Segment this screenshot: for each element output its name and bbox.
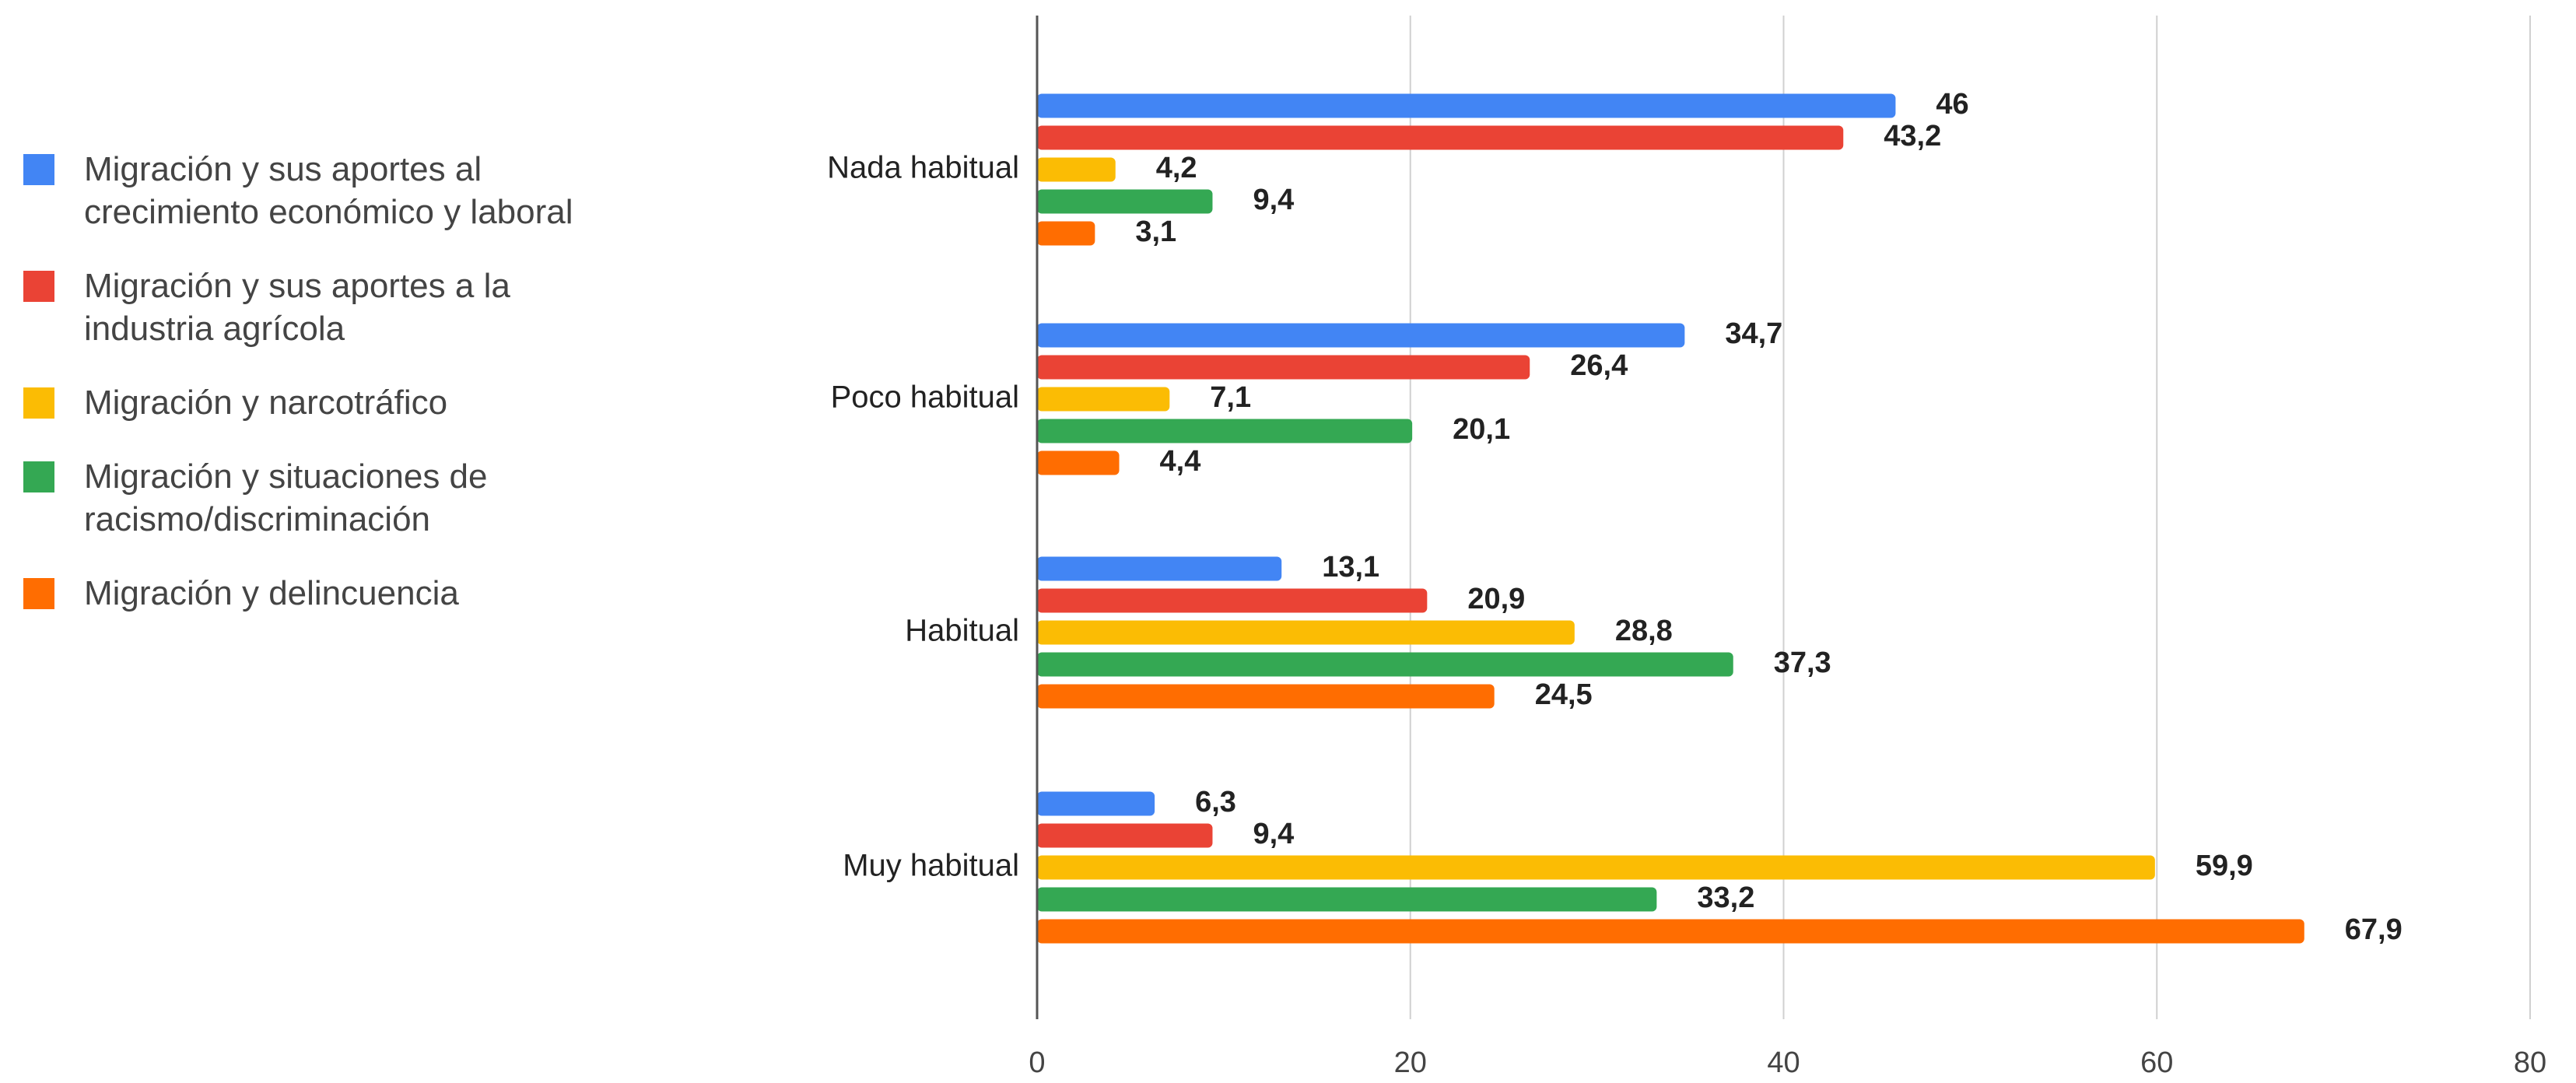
bar — [1037, 323, 1685, 348]
legend-item: Migración y delincuencia — [23, 572, 646, 615]
legend-item: Migración y sus aportes al crecimiento e… — [23, 148, 646, 233]
bar — [1037, 355, 1530, 380]
legend-label: Migración y narcotráfico — [84, 384, 448, 422]
legend-swatch — [23, 387, 54, 419]
legend-label: Migración y sus aportes al crecimiento e… — [84, 150, 573, 231]
bar — [1037, 652, 1733, 677]
bar — [1037, 221, 1095, 246]
bar — [1037, 919, 2304, 944]
bar — [1037, 556, 1282, 581]
bar — [1037, 823, 1213, 848]
data-label: 20,1 — [1453, 413, 1510, 446]
y-tick-label: Habitual — [905, 614, 1019, 648]
bar — [1037, 125, 1844, 150]
data-label: 13,1 — [1322, 551, 1379, 584]
data-label: 33,2 — [1697, 881, 1754, 914]
legend-item: Migración y narcotráfico — [23, 381, 646, 424]
bar — [1037, 588, 1428, 613]
bar — [1037, 791, 1155, 816]
legend-label: Migración y delincuencia — [84, 574, 459, 612]
legend-item: Migración y situaciones de racismo/discr… — [23, 455, 646, 541]
x-tick-label: 40 — [1767, 1046, 1800, 1079]
y-tick-label: Poco habitual — [831, 380, 1019, 415]
data-label: 28,8 — [1615, 615, 1673, 647]
bar — [1037, 419, 1413, 443]
legend-swatch — [23, 271, 54, 302]
data-label: 26,4 — [1570, 349, 1628, 382]
data-label: 7,1 — [1210, 381, 1251, 414]
legend: Migración y sus aportes al crecimiento e… — [23, 148, 646, 615]
data-label: 9,4 — [1253, 184, 1294, 216]
bar — [1037, 620, 1575, 645]
data-label: 43,2 — [1884, 120, 1941, 152]
legend-label: Migración y sus aportes a la industria a… — [84, 267, 510, 348]
data-label: 3,1 — [1135, 216, 1176, 248]
y-tick-label: Nada habitual — [827, 151, 1019, 185]
data-label: 9,4 — [1253, 818, 1294, 850]
data-label: 20,9 — [1467, 583, 1525, 615]
data-label: 4,4 — [1160, 445, 1201, 478]
data-label: 67,9 — [2345, 913, 2403, 946]
bar — [1037, 157, 1116, 182]
data-label: 59,9 — [2196, 850, 2253, 882]
bar — [1037, 189, 1213, 214]
bar — [1037, 387, 1170, 412]
data-label: 4,2 — [1156, 152, 1197, 184]
x-tick-label: 0 — [1029, 1046, 1045, 1079]
data-label: 34,7 — [1725, 317, 1782, 350]
legend-item: Migración y sus aportes a la industria a… — [23, 265, 646, 350]
legend-swatch — [23, 154, 54, 185]
bar — [1037, 684, 1495, 709]
x-tick-label: 20 — [1394, 1046, 1427, 1079]
legend-swatch — [23, 578, 54, 609]
bar — [1037, 93, 1896, 118]
bar — [1037, 887, 1657, 912]
data-label: 24,5 — [1535, 678, 1593, 711]
legend-label: Migración y situaciones de racismo/discr… — [84, 457, 488, 538]
x-tick-label: 60 — [2140, 1046, 2173, 1079]
x-tick-label: 80 — [2514, 1046, 2546, 1079]
data-label: 6,3 — [1195, 786, 1236, 818]
bar — [1037, 855, 2155, 880]
legend-swatch — [23, 461, 54, 492]
bar — [1037, 450, 1120, 475]
data-label: 37,3 — [1774, 647, 1831, 679]
y-tick-label: Muy habitual — [843, 849, 1019, 883]
data-label: 46 — [1936, 88, 1968, 121]
